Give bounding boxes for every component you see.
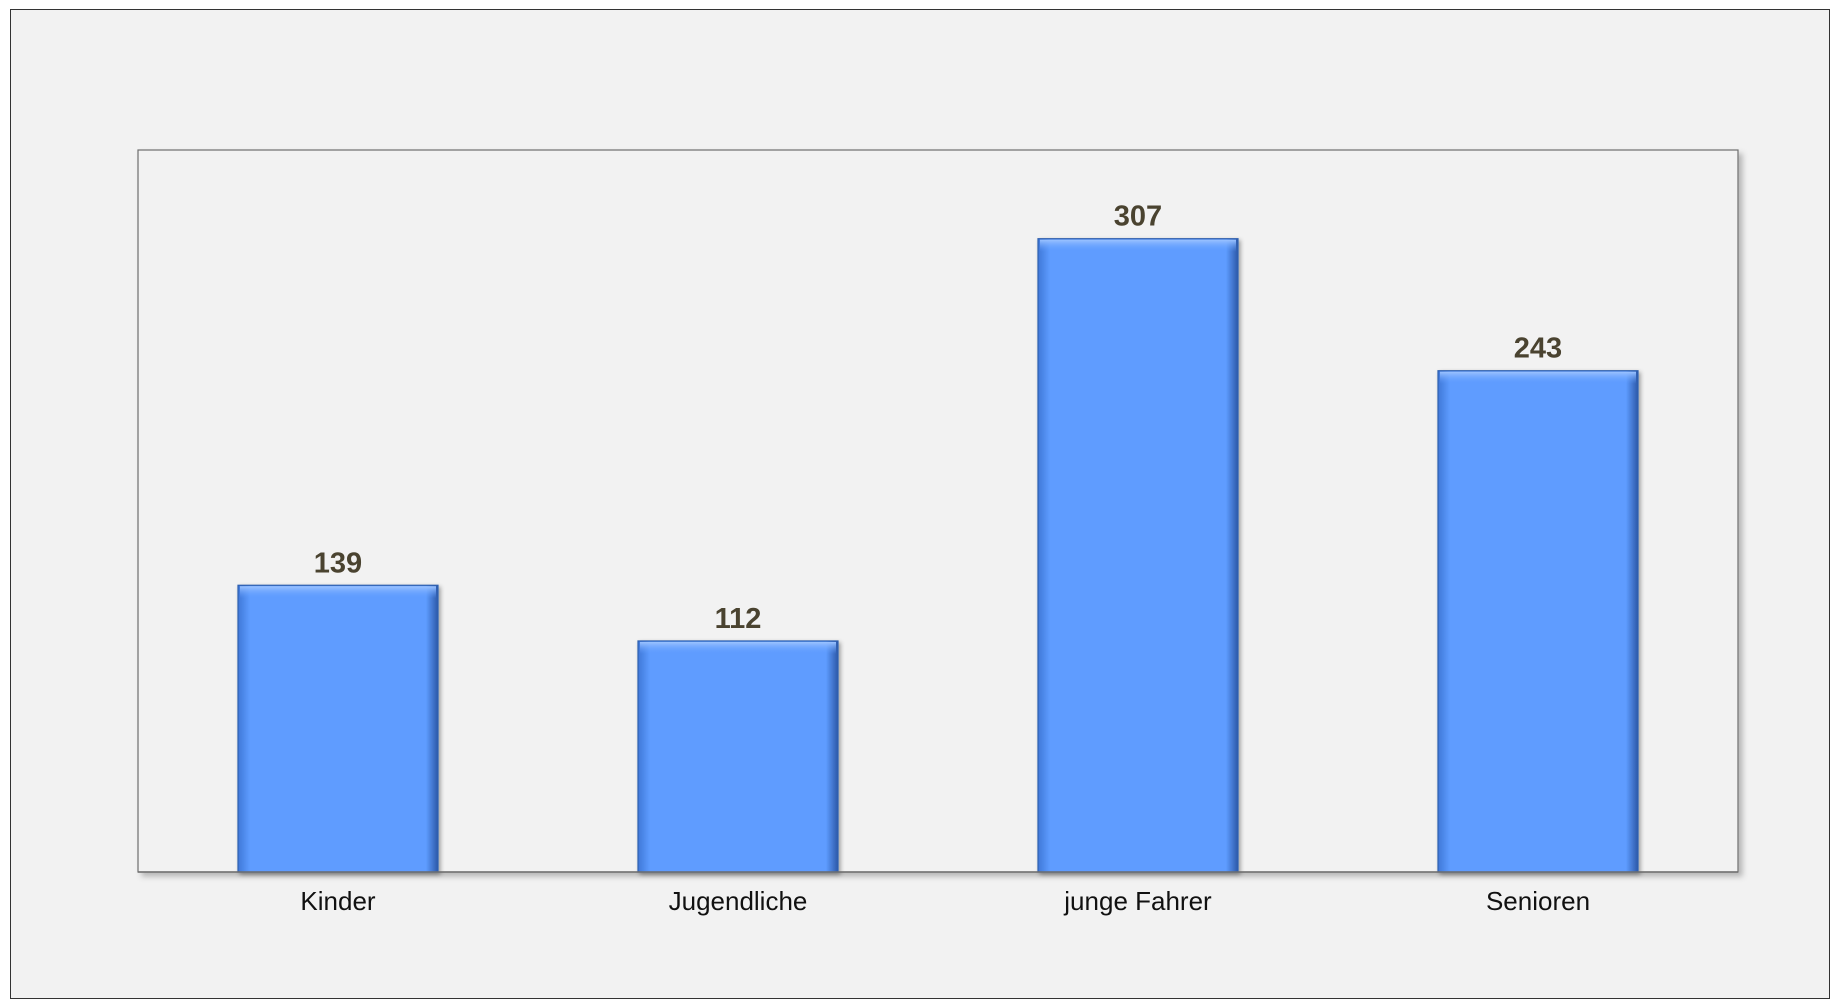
x-tick-label: junge Fahrer	[1063, 886, 1212, 916]
bar-rect	[1037, 238, 1239, 873]
value-labels-layer: 139 112 307 243	[314, 201, 1562, 635]
bar-senioren	[1437, 370, 1639, 873]
bar-rect	[1437, 370, 1639, 873]
x-tick-label: Jugendliche	[669, 886, 808, 916]
x-tick-label: Kinder	[300, 886, 375, 916]
bar-junge-fahrer	[1037, 238, 1239, 873]
tick-labels-layer: Kinder Jugendliche junge Fahrer Senioren	[300, 886, 1590, 916]
bar-jugendliche	[637, 640, 839, 873]
bar-rect	[637, 640, 839, 873]
bars-layer	[138, 238, 1738, 873]
x-tick-label: Senioren	[1486, 886, 1590, 916]
bar-highlight	[1440, 371, 1636, 384]
value-label: 139	[314, 547, 362, 579]
bar-rect	[237, 584, 439, 873]
bar-highlight	[240, 586, 436, 599]
value-label: 243	[1514, 333, 1562, 365]
bar-kinder	[237, 584, 439, 873]
value-label: 112	[715, 603, 762, 635]
bar-highlight	[640, 641, 836, 654]
value-label: 307	[1114, 201, 1162, 233]
bar-highlight	[1040, 239, 1236, 252]
